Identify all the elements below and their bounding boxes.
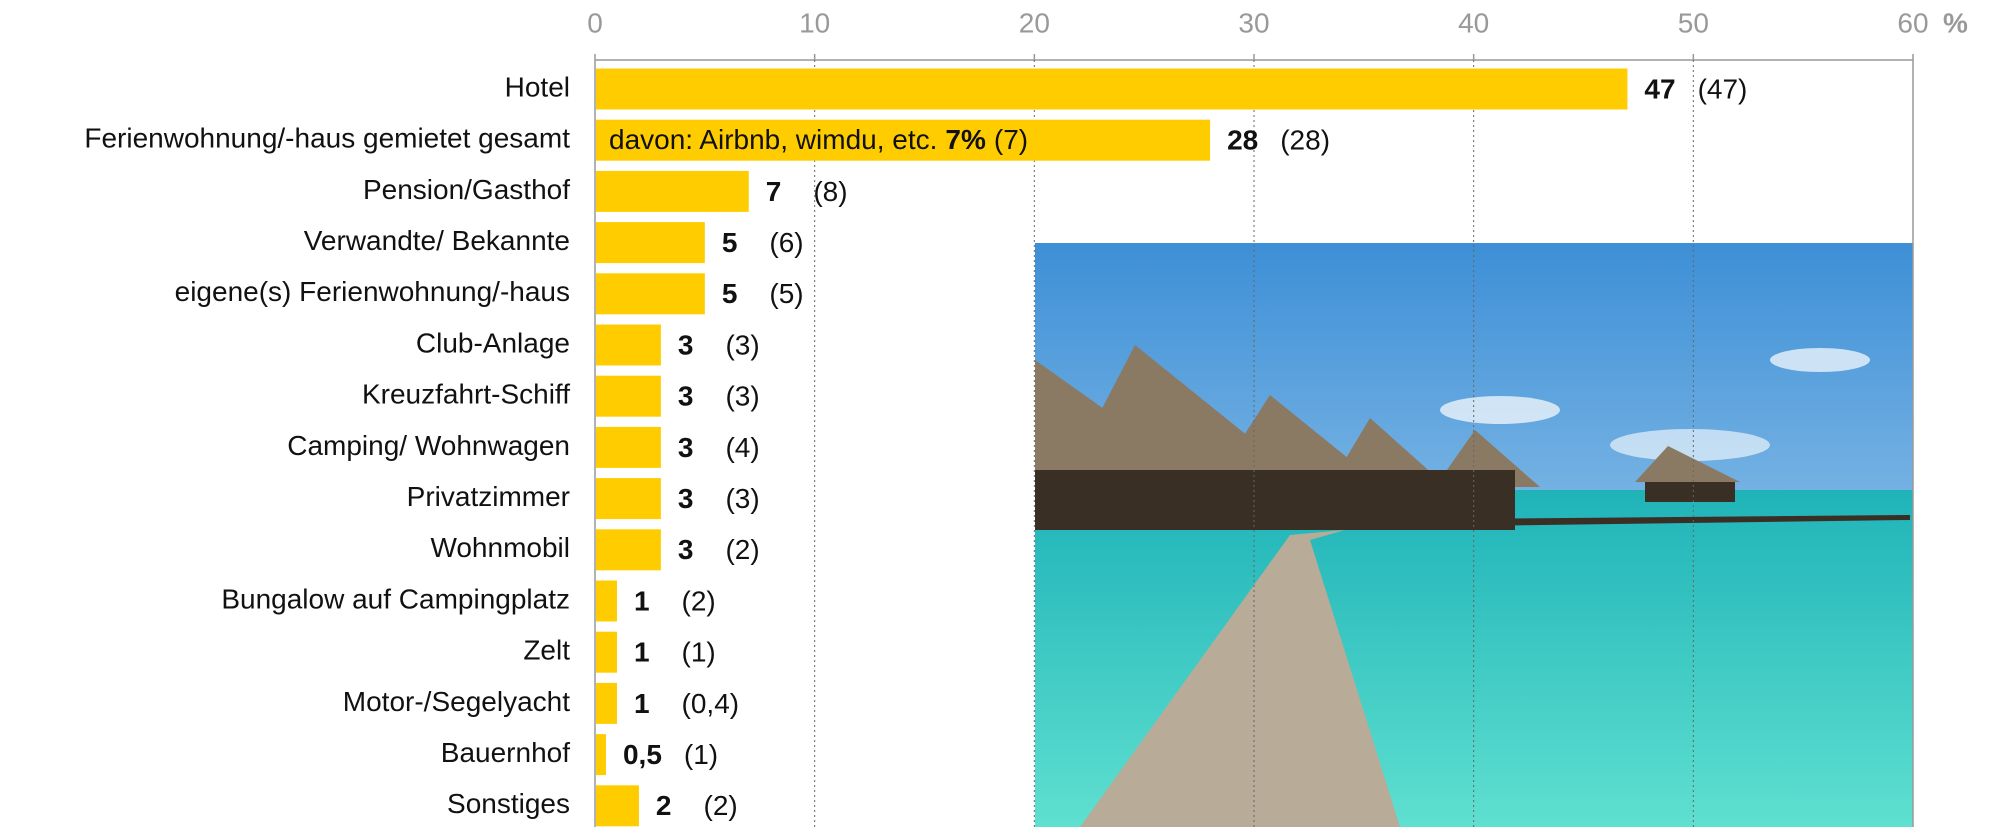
value-label: 47 — [1644, 73, 1675, 104]
previous-value-label: (3) — [725, 381, 759, 412]
bar — [596, 580, 617, 622]
x-tick-label: 60 — [1897, 7, 1928, 38]
value-label: 5 — [722, 278, 738, 309]
value-label: 5 — [722, 227, 738, 258]
previous-value-label: (0,4) — [682, 688, 740, 719]
category-label: Pension/Gasthof — [363, 174, 570, 205]
previous-value-label: (2) — [682, 585, 716, 616]
category-label: Zelt — [523, 635, 570, 666]
previous-value-label: (4) — [725, 432, 759, 463]
bar — [596, 682, 617, 724]
previous-value-label: (28) — [1280, 125, 1330, 156]
category-label: Verwandte/ Bekannte — [304, 225, 570, 256]
previous-value-label: (1) — [684, 739, 718, 770]
bar — [596, 734, 606, 776]
annotation-value: 7% — [945, 125, 986, 156]
value-label: 1 — [634, 688, 650, 719]
value-label: 3 — [678, 483, 694, 514]
bar — [596, 631, 617, 673]
x-tick-label: 20 — [1019, 7, 1050, 38]
category-label: Motor-/Segelyacht — [343, 686, 570, 717]
bar — [596, 119, 1211, 161]
bar — [596, 478, 661, 520]
previous-value-label: (1) — [682, 637, 716, 668]
category-label: Ferienwohnung/-haus gemietet gesamt — [84, 123, 570, 154]
bar — [596, 324, 661, 366]
x-tick-label: 30 — [1238, 7, 1269, 38]
previous-value-label: (3) — [725, 329, 759, 360]
bar — [596, 273, 705, 315]
previous-value-label: (2) — [725, 534, 759, 565]
value-label: 1 — [634, 585, 650, 616]
value-label: 1 — [634, 637, 650, 668]
x-tick-label: 40 — [1458, 7, 1489, 38]
bar — [596, 785, 639, 827]
annotation: davon: Airbnb, wimdu, etc. 7% (7) — [609, 125, 1028, 156]
bar — [596, 170, 749, 212]
annotation-text: davon: Airbnb, wimdu, etc. — [609, 125, 937, 156]
category-label: Bungalow auf Campingplatz — [221, 583, 570, 614]
category-label: Club-Anlage — [416, 327, 570, 358]
value-label: 28 — [1227, 125, 1258, 156]
previous-value-label: (47) — [1698, 73, 1748, 104]
x-unit: % — [1943, 7, 1968, 38]
value-label: 7 — [766, 176, 782, 207]
bar — [596, 68, 1628, 110]
annotation-previous: (7) — [994, 125, 1028, 156]
value-label: 3 — [678, 432, 694, 463]
category-label: eigene(s) Ferienwohnung/-haus — [175, 276, 570, 307]
category-label: Sonstiges — [447, 788, 570, 819]
category-label: Kreuzfahrt-Schiff — [362, 379, 570, 410]
value-label: 0,5 — [623, 739, 662, 770]
x-tick-label: 10 — [799, 7, 830, 38]
value-label: 3 — [678, 381, 694, 412]
previous-value-label: (5) — [769, 278, 803, 309]
value-label: 3 — [678, 534, 694, 565]
bar — [596, 426, 661, 468]
category-label: Wohnmobil — [430, 532, 570, 563]
bar — [596, 222, 705, 264]
previous-value-label: (8) — [813, 176, 847, 207]
bar — [596, 529, 661, 571]
previous-value-label: (2) — [704, 790, 738, 821]
previous-value-label: (3) — [725, 483, 759, 514]
value-label: 2 — [656, 790, 672, 821]
category-label: Camping/ Wohnwagen — [287, 430, 570, 461]
x-tick-label: 50 — [1678, 7, 1709, 38]
category-label: Privatzimmer — [407, 481, 570, 512]
previous-value-label: (6) — [769, 227, 803, 258]
value-label: 3 — [678, 329, 694, 360]
category-label: Hotel — [505, 71, 570, 102]
bar — [596, 375, 661, 417]
x-tick-label: 0 — [587, 7, 603, 38]
category-label: Bauernhof — [441, 737, 570, 768]
